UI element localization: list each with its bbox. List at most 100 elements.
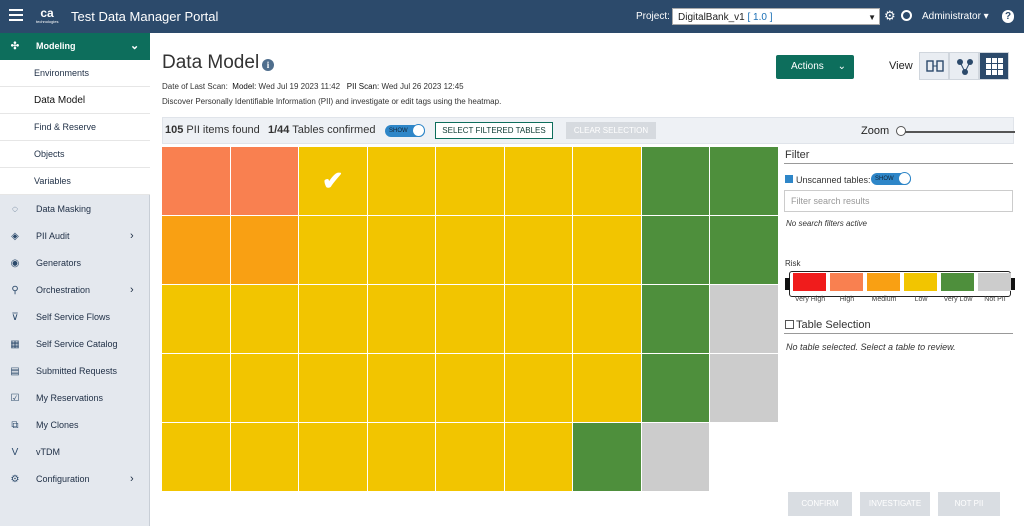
heatmap-cell[interactable]: [504, 354, 573, 423]
legend-range-end-handle[interactable]: [1010, 278, 1015, 290]
top-bar: ca technologies Test Data Manager Portal …: [0, 0, 1024, 33]
heatmap-cell[interactable]: [641, 354, 710, 423]
sidebar-subitem-variables[interactable]: Variables: [0, 168, 150, 195]
heatmap-cell[interactable]: [299, 216, 368, 285]
heatmap-cell[interactable]: [504, 216, 573, 285]
user-menu[interactable]: Administrator ▾: [922, 11, 989, 22]
heatmap-cell[interactable]: [162, 285, 231, 354]
heatmap-cell[interactable]: [573, 147, 642, 216]
heatmap-cell[interactable]: [436, 216, 505, 285]
heatmap-cell[interactable]: [162, 216, 231, 285]
heatmap-cell[interactable]: [436, 285, 505, 354]
risk-swatch-high[interactable]: [830, 273, 863, 291]
sidebar-subitem-find-reserve[interactable]: Find & Reserve: [0, 114, 150, 141]
sidebar-item-self-service-flows[interactable]: ⊽ Self Service Flows: [0, 304, 150, 331]
sidebar-item-configuration[interactable]: ⚙ Configuration ›: [0, 466, 150, 493]
unscanned-toggle[interactable]: SHOW: [871, 172, 911, 185]
not-pii-button[interactable]: NOT PII: [938, 492, 1000, 516]
heatmap-cell[interactable]: [573, 216, 642, 285]
show-confirmed-toggle[interactable]: SHOW: [385, 124, 425, 137]
sidebar-item-modeling[interactable]: ✣ Modeling ⌄: [0, 33, 150, 60]
sidebar-subitem-objects[interactable]: Objects: [0, 141, 150, 168]
heatmap-cell[interactable]: [162, 147, 231, 216]
heatmap-cell[interactable]: [436, 423, 505, 492]
heatmap-cell[interactable]: [367, 354, 436, 423]
sidebar-item-data-masking[interactable]: ◌ Data Masking: [0, 196, 150, 223]
actions-button[interactable]: Actions ⌄: [776, 55, 854, 79]
sidebar-item-orchestration[interactable]: ⚲ Orchestration ›: [0, 277, 150, 304]
sidebar-item-pii-audit[interactable]: ◈ PII Audit ›: [0, 223, 150, 250]
risk-swatch-low[interactable]: [904, 273, 937, 291]
heatmap-cell[interactable]: [641, 423, 710, 492]
heatmap-cell[interactable]: [299, 423, 368, 492]
heatmap-cell[interactable]: [367, 423, 436, 492]
sidebar-subitem-environments[interactable]: Environments: [0, 60, 150, 87]
risk-label-low: Low: [914, 296, 928, 303]
chevron-down-icon: ▼: [868, 13, 876, 22]
select-filtered-tables-button[interactable]: SELECT FILTERED TABLES: [435, 122, 553, 139]
unscanned-checkbox[interactable]: [785, 175, 793, 183]
heatmap-cell[interactable]: [573, 354, 642, 423]
heatmap-view-icon: [986, 58, 1003, 75]
heatmap-cell[interactable]: [710, 354, 779, 423]
zoom-slider-track[interactable]: [899, 131, 1015, 133]
risk-label-high: High: [839, 296, 855, 303]
heatmap-cell[interactable]: ✔: [299, 147, 368, 216]
investigate-button[interactable]: INVESTIGATE: [860, 492, 930, 516]
heatmap-cell[interactable]: [299, 285, 368, 354]
heatmap-cell[interactable]: [367, 285, 436, 354]
unscanned-label: Unscanned tables:: [796, 175, 871, 185]
heatmap-cell[interactable]: [573, 285, 642, 354]
heatmap-cell[interactable]: [710, 285, 779, 354]
mask-icon: ◌: [12, 204, 18, 215]
heatmap-cell[interactable]: [436, 147, 505, 216]
sidebar-item-my-clones[interactable]: ⧉ My Clones: [0, 412, 150, 439]
risk-swatch-medium[interactable]: [867, 273, 900, 291]
heatmap-cell[interactable]: [230, 354, 299, 423]
sidebar-item-generators[interactable]: ◉ Generators: [0, 250, 150, 277]
pii-heatmap: ✔: [162, 147, 779, 492]
heatmap-cell[interactable]: [230, 147, 299, 216]
heatmap-cell[interactable]: [504, 147, 573, 216]
sidebar-item-my-reservations[interactable]: ☑ My Reservations: [0, 385, 150, 412]
heatmap-cell[interactable]: [710, 147, 779, 216]
legend-range-start-handle[interactable]: [785, 278, 790, 290]
view-graph-button[interactable]: [949, 52, 979, 80]
heatmap-cell[interactable]: [641, 147, 710, 216]
heatmap-cell[interactable]: [230, 285, 299, 354]
heatmap-cell[interactable]: [230, 216, 299, 285]
info-icon[interactable]: i: [262, 59, 274, 71]
gear-icon[interactable]: ⚙: [884, 8, 896, 23]
risk-swatch-not-pii[interactable]: [978, 273, 1011, 291]
heatmap-cell[interactable]: [641, 216, 710, 285]
heatmap-cell[interactable]: [299, 354, 368, 423]
clear-selection-button[interactable]: CLEAR SELECTION: [566, 122, 656, 139]
sync-icon[interactable]: [901, 10, 912, 21]
filter-search-input[interactable]: Filter search results: [784, 190, 1013, 212]
risk-swatch-very-low[interactable]: [941, 273, 974, 291]
sidebar-item-self-service-catalog[interactable]: ▦ Self Service Catalog: [0, 331, 150, 358]
heatmap-cell[interactable]: [573, 423, 642, 492]
sidebar-subitem-data-model[interactable]: Data Model: [0, 87, 150, 114]
hamburger-menu-icon[interactable]: [9, 9, 23, 21]
heatmap-cell[interactable]: [641, 285, 710, 354]
confirm-button[interactable]: CONFIRM: [788, 492, 852, 516]
heatmap-cell[interactable]: [710, 216, 779, 285]
heatmap-cell[interactable]: [162, 423, 231, 492]
heatmap-cell[interactable]: [230, 423, 299, 492]
risk-label-very-low: Very Low: [943, 296, 973, 303]
zoom-slider-handle[interactable]: [896, 126, 906, 136]
heatmap-cell[interactable]: [162, 354, 231, 423]
heatmap-cell[interactable]: [367, 216, 436, 285]
heatmap-cell[interactable]: [504, 423, 573, 492]
heatmap-cell[interactable]: [504, 285, 573, 354]
help-icon[interactable]: ?: [1002, 10, 1014, 23]
heatmap-cell[interactable]: [367, 147, 436, 216]
sidebar-item-submitted-requests[interactable]: ▤ Submitted Requests: [0, 358, 150, 385]
view-heatmap-button[interactable]: [979, 52, 1009, 80]
risk-swatch-very-high[interactable]: [793, 273, 826, 291]
project-select[interactable]: DigitalBank_v1 [ 1.0 ] ▼: [672, 8, 880, 25]
heatmap-cell[interactable]: [436, 354, 505, 423]
view-compare-button[interactable]: [919, 52, 949, 80]
